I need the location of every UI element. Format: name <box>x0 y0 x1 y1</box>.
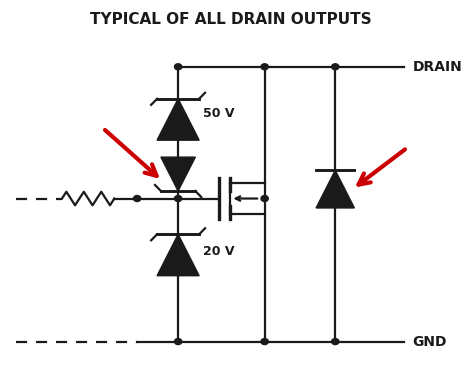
Text: DRAIN: DRAIN <box>413 60 463 74</box>
Circle shape <box>261 64 268 70</box>
Circle shape <box>332 64 339 70</box>
Polygon shape <box>161 157 195 191</box>
Circle shape <box>134 196 141 202</box>
Polygon shape <box>157 99 199 140</box>
Polygon shape <box>157 234 199 276</box>
Polygon shape <box>316 170 355 208</box>
Text: TYPICAL OF ALL DRAIN OUTPUTS: TYPICAL OF ALL DRAIN OUTPUTS <box>90 12 371 27</box>
Circle shape <box>174 196 182 202</box>
Text: GND: GND <box>413 335 447 349</box>
Text: 50 V: 50 V <box>203 107 235 120</box>
Circle shape <box>261 338 268 345</box>
Circle shape <box>174 338 182 345</box>
Circle shape <box>261 196 268 202</box>
Text: 20 V: 20 V <box>203 245 235 258</box>
Circle shape <box>332 338 339 345</box>
Circle shape <box>174 64 182 70</box>
